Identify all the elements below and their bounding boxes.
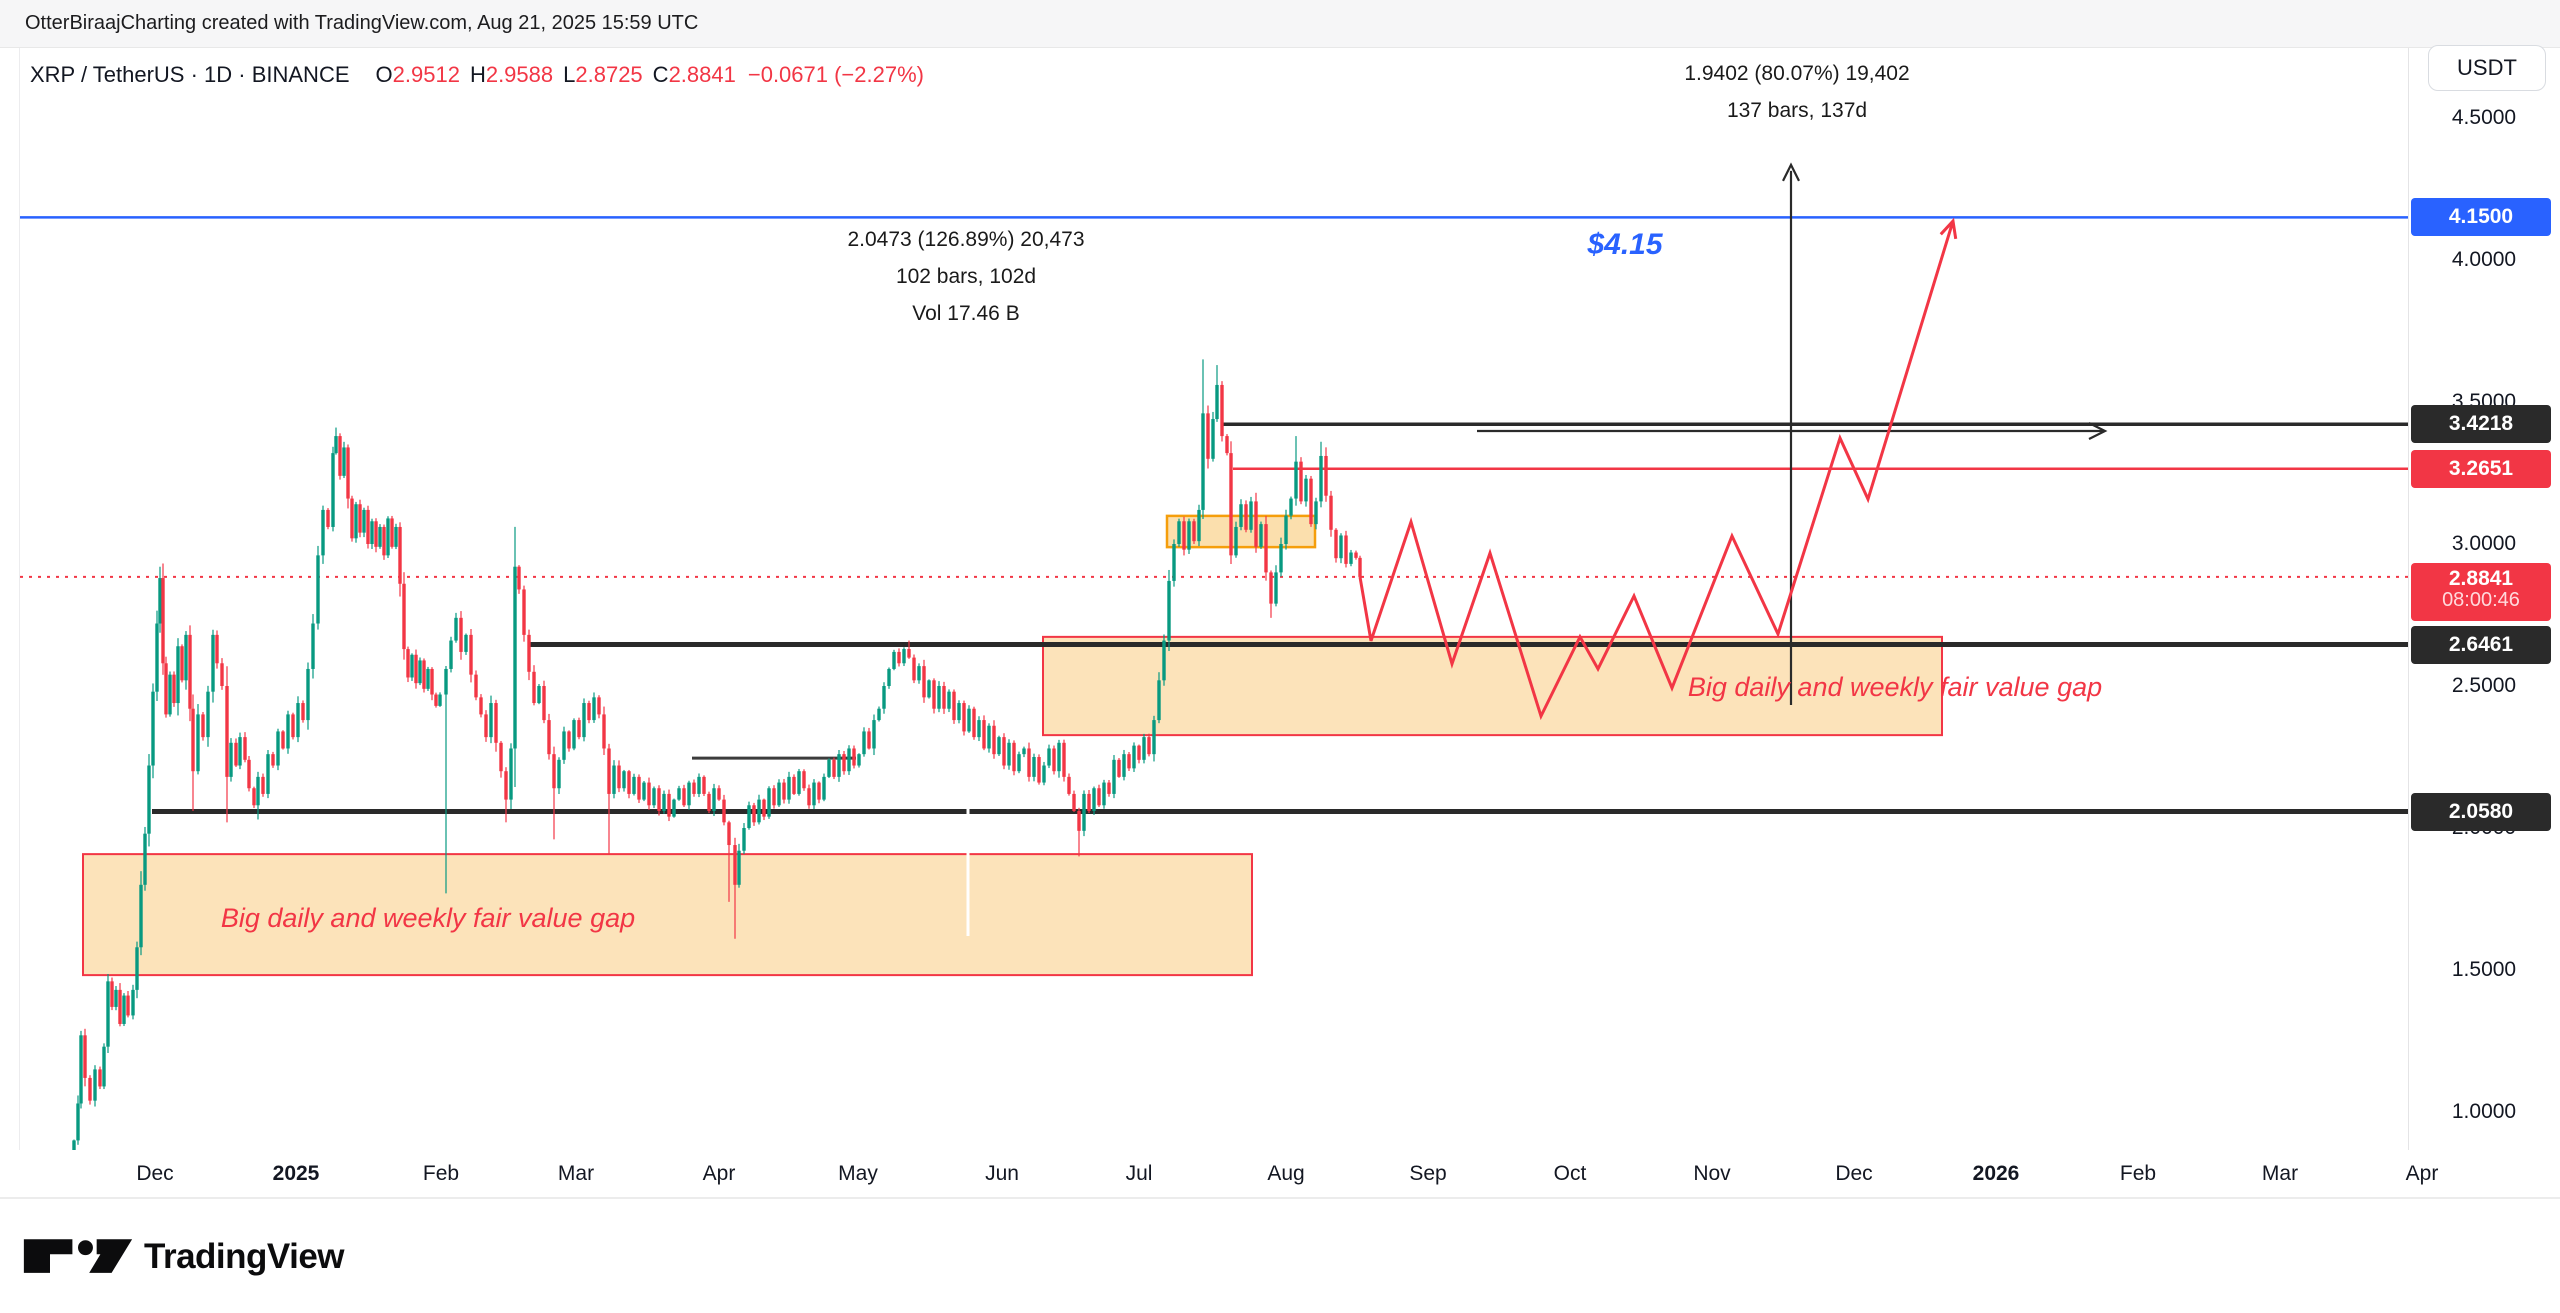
footer-bar: TradingView [0,1199,2560,1313]
fvg-text-mid: Big daily and weekly fair value gap [1687,672,2103,702]
time-axis-label-Feb: Feb [2119,1162,2157,1185]
fvg-box-lower [82,853,1253,977]
candles-layer [72,359,1362,1153]
change-value: −0.0671 (−2.27%) [747,62,924,87]
price-tick-1.0000: 1.0000 [2451,1100,2517,1123]
time-axis-label-Dec: Dec [1835,1162,1873,1185]
time-axis-label-Jul: Jul [1125,1162,1153,1185]
symbol-title[interactable]: XRP / TetherUS · 1D · BINANCE [30,62,350,87]
price-line-label-2.8841: 2.8841 08:00:46 [2411,562,2551,621]
attribution-text: OtterBiraajCharting created with Trading… [25,12,699,34]
low-label: L [563,62,576,87]
time-axis-label-Mar: Mar [557,1162,595,1185]
time-axis-label-Jun: Jun [985,1162,1019,1185]
time-axis-label-2026: 2026 [1972,1162,2020,1185]
time-axis-label-2025: 2025 [272,1162,320,1185]
countdown-timer: 08:00:46 [2442,588,2520,611]
measurement-label-mid-line3: Vol 17.46 B [912,302,1020,325]
price-tick-2.5000: 2.5000 [2451,674,2517,697]
horizontal-arrow-head [2088,421,2108,440]
time-axis-label-Nov: Nov [1693,1162,1731,1185]
time-axis-label-Aug: Aug [1267,1162,1305,1185]
time-axis-label-Apr: Apr [702,1162,736,1185]
price-tick-1.5000: 1.5000 [2451,958,2517,981]
time-axis-label-Oct: Oct [1553,1162,1587,1185]
price-tick-4.5000: 4.5000 [2451,106,2517,129]
projection-arrowhead [1939,217,1958,240]
price-line-label-4.1500: 4.1500 [2411,198,2551,237]
close-label: C [652,62,669,87]
tradingview-logo-text: TradingView [144,1237,345,1276]
projection-zigzag-line [1358,220,1955,721]
high-label: H [469,62,486,87]
target-price-text: $4.15 [1587,228,1663,261]
measurement-label-top-line2: 137 bars, 137d [1726,99,1868,122]
open-value: 2.9512 [392,62,460,87]
time-axis-label-Sep: Sep [1409,1162,1447,1185]
fvg-text-lower: Big daily and weekly fair value gap [220,903,636,933]
attribution-bar: OtterBiraajCharting created with Trading… [0,0,2560,48]
price-line-label-3.2651: 3.2651 [2411,449,2551,488]
price-axis[interactable] [2408,47,2560,1197]
time-axis-label-Feb: Feb [422,1162,460,1185]
measurement-label-mid-line1: 2.0473 (126.89%) 20,473 [847,228,1085,251]
low-value: 2.8725 [575,62,643,87]
currency-toggle-button[interactable]: USDT [2428,45,2546,91]
tradingview-logo: TradingView [22,1237,345,1277]
time-axis-label-Apr: Apr [2405,1162,2439,1185]
measurement-label-top-line1: 1.9402 (80.07%) 19,402 [1684,62,1910,85]
price-tick-3.0000: 3.0000 [2451,532,2517,555]
symbol-legend[interactable]: XRP / TetherUS · 1D · BINANCE O2.9512 H2.9… [30,62,924,88]
price-line-label-3.4218: 3.4218 [2411,405,2551,444]
time-axis[interactable]: Dec 2025 Feb Mar Apr May Jun Jul Aug Sep Oct Nov Dec… [0,1150,2560,1197]
measurement-label-mid-line2: 102 bars, 102d [895,265,1037,288]
pane-left-border [19,47,20,1197]
price-tick-4.0000: 4.0000 [2451,248,2517,271]
time-axis-label-Dec: Dec [136,1162,174,1185]
vertical-measure-arrowhead [1782,162,1800,182]
high-value: 2.9588 [485,62,554,87]
price-line-label-2.0580: 2.0580 [2411,792,2551,831]
fvg-box-mid [1042,635,1943,737]
open-label: O [375,62,393,87]
close-value: 2.8841 [668,62,736,87]
price-line-label-2.6461: 2.6461 [2411,625,2551,664]
axis-separator [0,1197,2560,1199]
tradingview-logo-icon [23,1239,133,1273]
time-axis-label-Mar: Mar [2261,1162,2299,1185]
time-axis-label-May: May [838,1162,878,1185]
